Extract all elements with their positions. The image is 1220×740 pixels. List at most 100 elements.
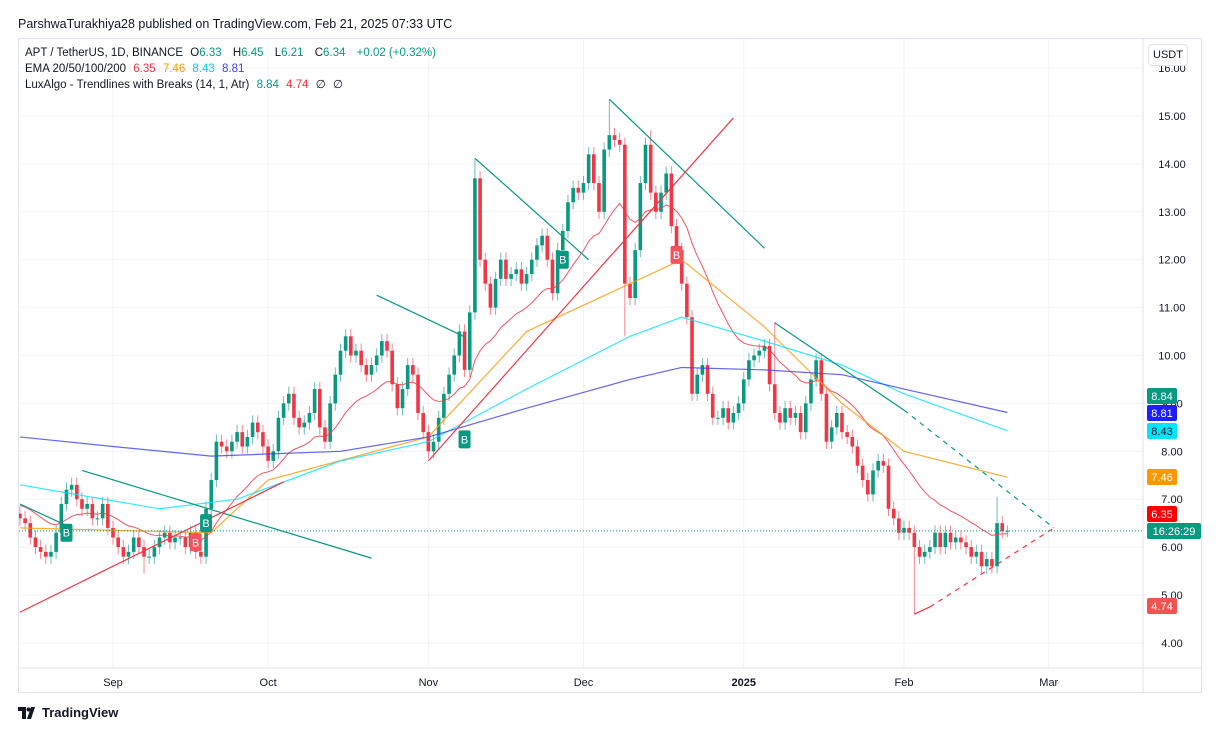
candle[interactable] xyxy=(845,424,849,445)
candle[interactable] xyxy=(576,180,581,200)
candle[interactable] xyxy=(669,166,674,234)
candle[interactable] xyxy=(964,535,968,555)
candle[interactable] xyxy=(1000,515,1005,539)
candle[interactable] xyxy=(297,410,301,435)
candle[interactable] xyxy=(261,424,265,454)
candle[interactable] xyxy=(793,405,798,425)
signal-down-label[interactable]: B xyxy=(189,533,202,552)
candle[interactable] xyxy=(504,252,508,287)
candle[interactable] xyxy=(819,353,824,402)
candle[interactable] xyxy=(385,333,389,358)
candle[interactable] xyxy=(111,520,115,545)
candle[interactable] xyxy=(948,525,953,550)
candle[interactable] xyxy=(871,463,875,502)
candle[interactable] xyxy=(18,506,22,526)
price-axis[interactable]: 16.0015.0014.0013.0012.0011.0010.009.008… xyxy=(1158,63,1186,650)
candle[interactable] xyxy=(540,228,544,253)
candle[interactable] xyxy=(984,551,989,574)
candle[interactable] xyxy=(343,329,348,358)
candle[interactable] xyxy=(209,472,214,516)
candle[interactable] xyxy=(400,381,405,416)
tradingview-logo[interactable]: TradingView xyxy=(18,705,118,720)
candle[interactable] xyxy=(778,405,782,430)
candle[interactable] xyxy=(452,348,457,382)
candle[interactable] xyxy=(767,338,772,392)
candle[interactable] xyxy=(990,551,994,574)
candle[interactable] xyxy=(364,357,369,382)
candle[interactable] xyxy=(659,185,663,219)
candle[interactable] xyxy=(333,367,338,411)
candle[interactable] xyxy=(421,405,425,440)
candle[interactable] xyxy=(617,132,622,152)
candle[interactable] xyxy=(519,262,524,291)
candle[interactable] xyxy=(1005,525,1010,538)
candle[interactable] xyxy=(54,525,58,560)
candle[interactable] xyxy=(943,525,948,555)
candle[interactable] xyxy=(436,410,441,449)
candle[interactable] xyxy=(959,530,963,550)
candle[interactable] xyxy=(405,357,410,397)
candle[interactable] xyxy=(255,415,260,440)
candle[interactable] xyxy=(866,472,870,502)
candle[interactable] xyxy=(809,372,813,411)
candle[interactable] xyxy=(457,324,462,363)
candle[interactable] xyxy=(855,439,860,473)
candle[interactable] xyxy=(214,434,219,488)
candle[interactable] xyxy=(602,142,606,219)
candle[interactable] xyxy=(312,381,317,421)
candle[interactable] xyxy=(90,496,95,526)
candle[interactable] xyxy=(131,530,136,560)
candle[interactable] xyxy=(245,429,250,454)
candle[interactable] xyxy=(323,420,327,449)
candle[interactable] xyxy=(307,405,312,430)
candle[interactable] xyxy=(974,544,979,564)
candle[interactable] xyxy=(700,357,705,382)
candle[interactable] xyxy=(302,415,307,435)
candle[interactable] xyxy=(478,171,482,267)
candle[interactable] xyxy=(535,238,539,267)
time-axis[interactable]: Sep Oct Nov Dec 2025 Feb Mar xyxy=(103,677,1058,689)
candle[interactable] xyxy=(33,530,38,555)
candle[interactable] xyxy=(721,401,725,425)
candle[interactable] xyxy=(907,520,911,540)
candle[interactable] xyxy=(979,544,984,574)
candle[interactable] xyxy=(498,252,503,287)
symbol-legend-row[interactable]: APT / TetherUS, 1D, BINANCE O6.33 H6.45 … xyxy=(25,45,440,61)
candle[interactable] xyxy=(938,525,942,555)
candle[interactable] xyxy=(928,539,932,560)
candle[interactable] xyxy=(788,401,793,425)
candle[interactable] xyxy=(173,530,177,550)
candle[interactable] xyxy=(736,396,741,421)
candle[interactable] xyxy=(411,357,415,382)
candle[interactable] xyxy=(550,252,555,301)
candle[interactable] xyxy=(514,262,519,282)
candle[interactable] xyxy=(638,175,643,258)
candle[interactable] xyxy=(447,367,451,402)
candle[interactable] xyxy=(597,175,601,219)
candle[interactable] xyxy=(783,401,787,430)
candle[interactable] xyxy=(757,343,762,363)
candle[interactable] xyxy=(235,424,239,449)
candle[interactable] xyxy=(741,372,746,411)
candle[interactable] xyxy=(922,544,927,564)
candle[interactable] xyxy=(230,434,234,459)
candle[interactable] xyxy=(648,130,653,200)
candle[interactable] xyxy=(912,525,917,615)
candle[interactable] xyxy=(43,544,48,564)
candle[interactable] xyxy=(38,539,43,560)
candle[interactable] xyxy=(137,530,141,555)
candle[interactable] xyxy=(509,266,513,287)
candle[interactable] xyxy=(716,410,720,425)
candle[interactable] xyxy=(798,405,803,440)
candle[interactable] xyxy=(338,343,343,382)
candle[interactable] xyxy=(886,458,891,516)
candle[interactable] xyxy=(824,386,829,449)
candle[interactable] xyxy=(473,159,477,320)
candle[interactable] xyxy=(349,329,353,363)
candle[interactable] xyxy=(467,305,472,378)
candle[interactable] xyxy=(462,324,467,378)
candle[interactable] xyxy=(219,434,224,454)
candle[interactable] xyxy=(876,453,880,478)
candle[interactable] xyxy=(318,381,322,435)
